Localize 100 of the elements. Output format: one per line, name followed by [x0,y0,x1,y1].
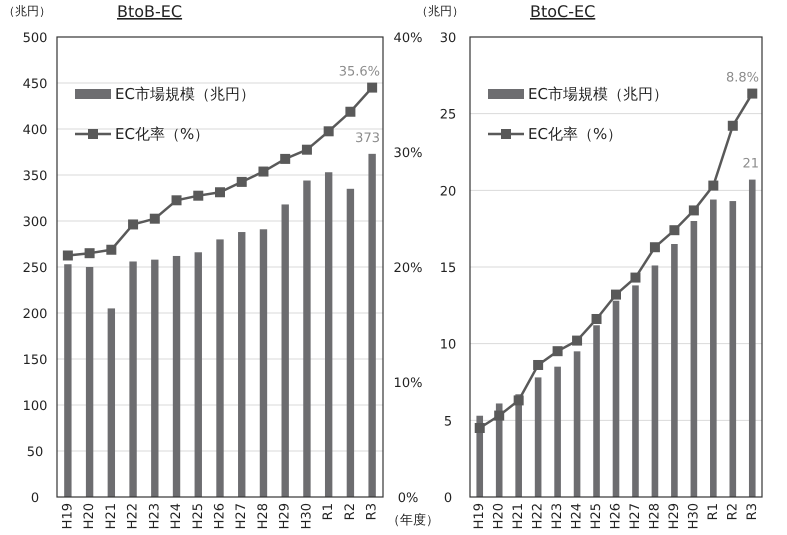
bar [151,260,158,497]
bar [690,221,698,497]
bar [324,172,332,497]
y-tick-label: 150 [22,353,48,368]
chart-title: BtoC-EC [530,2,596,21]
point [172,195,182,206]
point [514,395,524,406]
point [106,244,116,255]
y-tick-label: 25 [440,108,456,123]
point [215,187,225,198]
x-tick-label: H27 [234,503,250,530]
x-tick-label: H24 [169,503,184,530]
x-tick-label: H23 [550,503,566,530]
x-tick-label: H22 [530,503,546,530]
y-axis-title: （兆円） [3,4,51,18]
y-tick-label: 15 [440,261,456,276]
bar [710,200,717,497]
point [650,242,660,252]
x-tick-label: H23 [147,503,162,530]
x-tick-label: H19 [472,503,488,530]
bar [108,308,116,497]
x-tick-label: R2 [725,503,740,520]
data-label: 373 [355,130,380,146]
point [345,106,356,117]
y-tick-label: 30 [440,31,456,46]
point [236,176,247,187]
x-tick-label: H28 [256,503,271,530]
x-tick-label: H19 [60,503,76,530]
x-tick-label: H27 [628,503,643,530]
x-tick-label: R1 [706,503,721,520]
x-tick-label: H25 [589,503,604,530]
bar [534,377,542,497]
x-axis-title: （年度） [387,512,439,528]
x-tick-label: H28 [647,503,662,530]
point [474,423,485,433]
point [708,180,718,191]
y-tick-label: 20 [440,184,456,200]
point [552,346,563,356]
bar [172,256,180,497]
y-tick-label: 50 [26,445,44,460]
x-tick-label: H26 [608,503,624,530]
point [494,410,504,421]
bar [238,232,246,497]
y-tick-label: 300 [22,215,48,230]
point [258,166,268,177]
y-tick-label: 5 [444,414,452,430]
x-tick-label: H29 [666,503,682,530]
y-axis-title: （兆円） [416,4,464,18]
x-tick-label: R1 [321,503,336,520]
x-tick-label: H29 [278,503,293,530]
bar [346,188,354,497]
x-tick-label: R3 [364,503,380,520]
bar [194,252,202,497]
y-tick-label: 500 [22,31,48,46]
point [302,144,312,155]
y-tick-label: 0 [30,491,40,506]
y-tick-label: 350 [22,169,48,184]
y-tick-label: 0 [444,491,452,506]
point [572,336,582,346]
legend-label: EC化率（%） [115,125,210,143]
legend-label: EC市場規模（兆円） [528,85,668,103]
x-tick-label: H30 [299,503,314,530]
point [630,272,640,283]
bar [129,261,137,497]
x-tick-label: H21 [104,503,119,530]
point [688,205,699,216]
point [592,314,602,324]
point [367,82,378,93]
y-tick-label: 250 [22,261,48,276]
data-label: 8.8% [726,70,759,86]
legend-label: EC市場規模（兆円） [115,85,255,103]
point [611,290,621,300]
bar [554,366,561,497]
point [193,190,204,201]
point [150,214,160,224]
y2-tick-label: 10% [394,376,422,391]
bar [86,267,94,497]
x-tick-label: H24 [570,503,585,530]
point [669,225,680,236]
bar [64,264,72,497]
bar [593,325,600,497]
bar [216,239,224,497]
point [128,219,138,230]
bar [260,229,268,497]
x-tick-label: H26 [212,503,228,530]
bar [748,180,756,497]
y2-tick-label: 40% [394,31,422,46]
x-tick-label: H22 [126,503,141,530]
data-label: 21 [742,156,759,172]
point [324,126,334,136]
point [280,154,290,164]
x-tick-label: H20 [492,503,507,530]
bar [368,154,376,497]
bar [652,265,658,497]
bar [574,351,580,497]
bar [303,180,311,497]
point [533,360,544,370]
legend-label: EC化率（%） [528,125,622,143]
bar [282,204,289,497]
x-tick-label: R2 [342,503,358,520]
